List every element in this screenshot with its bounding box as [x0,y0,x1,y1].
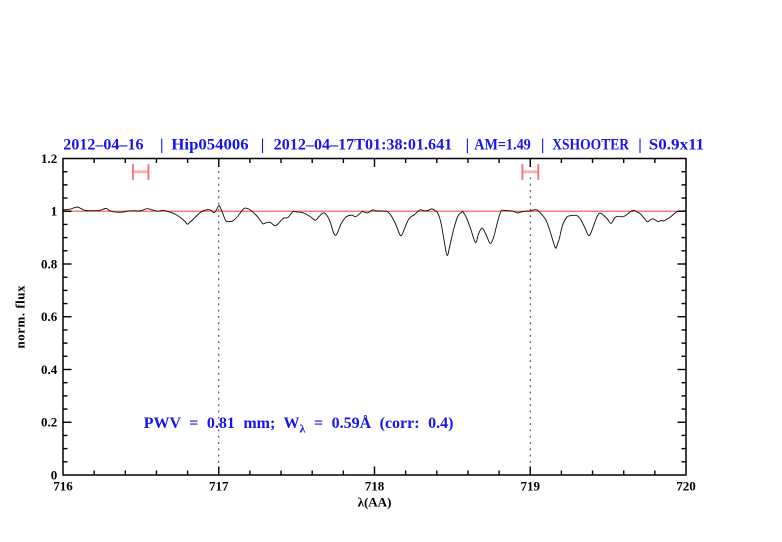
svg-text:1: 1 [51,204,58,219]
svg-text:719: 719 [521,479,541,494]
svg-text:2012–04–16|Hip054006|2012–04–1: 2012–04–16 | Hip054006 | 2012–04–17T01:38:01… [63,136,704,153]
svg-text:λ(AA): λ(AA) [358,495,392,510]
svg-text:0.4: 0.4 [41,362,58,377]
svg-text:718: 718 [365,479,385,494]
svg-text:716: 716 [53,479,73,494]
svg-text:0.8: 0.8 [41,256,58,271]
svg-text:PWV = 0.81 mm; Wλ = 0.59Å (cor: PWV = 0.81 mm; Wλ = 0.59Å (corr: 0.4) [144,414,454,436]
svg-text:0.2: 0.2 [41,415,57,430]
svg-text:1.2: 1.2 [41,151,57,166]
svg-text:717: 717 [209,479,229,494]
svg-text:720: 720 [676,479,696,494]
svg-text:0: 0 [51,467,58,482]
svg-text:norm. flux: norm. flux [13,285,28,349]
svg-text:0.6: 0.6 [41,309,58,324]
